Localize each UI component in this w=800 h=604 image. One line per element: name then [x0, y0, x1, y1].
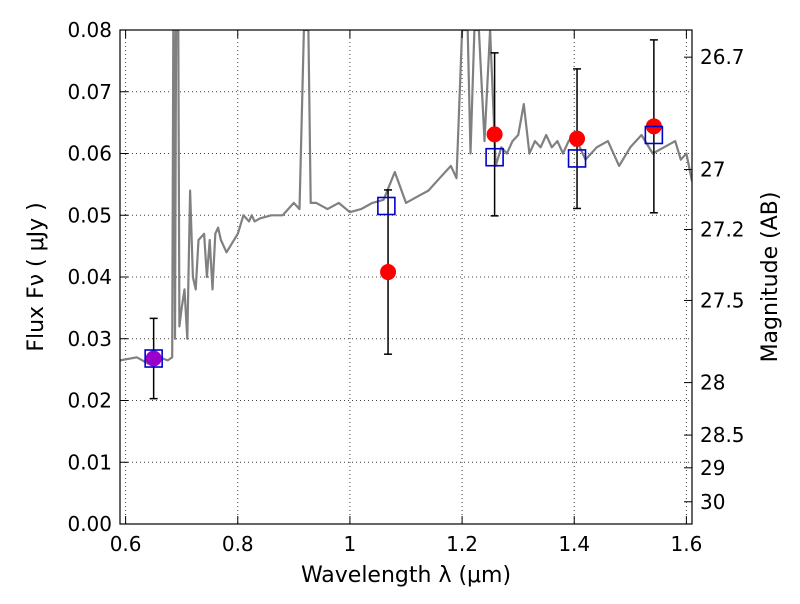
- model-photometry-point: [144, 349, 163, 368]
- y-tick-label: 0.01: [67, 450, 112, 474]
- y-tick-label: 0.02: [67, 389, 112, 413]
- y-tick-label: 0.07: [67, 80, 112, 104]
- observed-point: [569, 130, 586, 147]
- model-photometry-point: [567, 149, 587, 168]
- ticks: 0.6 0.8 1 1.2 1.4 1.6 0.00 0.01 0.02 0.03 0.04 0.05…: [67, 18, 744, 556]
- x-axis-title: Wavelength λ (μm): [301, 563, 511, 588]
- right-tick-label: 30: [700, 490, 725, 514]
- x-tick-label: 1.2: [446, 532, 478, 556]
- y-tick-label: 0.06: [67, 142, 112, 166]
- right-axis-title: Magnitude (AB): [758, 192, 783, 363]
- model-photometry-point: [485, 147, 504, 167]
- model-photometry-point: [377, 196, 396, 216]
- x-tick-label: 1.6: [670, 532, 702, 556]
- model-spectrum-line: [120, 30, 692, 365]
- right-tick-label: 27: [700, 158, 725, 182]
- y-tick-label: 0.08: [67, 18, 112, 42]
- right-tick-label: 28: [700, 371, 725, 395]
- observed-point: [486, 126, 503, 143]
- axis-labels: Wavelength λ (μm) Flux Fν ( μJy ) Magnit…: [24, 192, 783, 588]
- model-photometry-point: [644, 125, 664, 145]
- right-tick-label: 28.5: [700, 423, 745, 447]
- right-tick-label: 26.7: [700, 45, 745, 69]
- plot-area: [120, 30, 692, 400]
- observed-point: [380, 264, 397, 281]
- x-tick-label: 0.8: [222, 532, 254, 556]
- right-tick-label: 27.2: [700, 217, 745, 241]
- y-axis-title: Flux Fν ( μJy ): [24, 202, 49, 351]
- right-tick-label: 27.5: [700, 288, 745, 312]
- x-tick-label: 1: [344, 532, 357, 556]
- y-tick-label: 0.04: [67, 265, 112, 289]
- x-tick-label: 0.6: [110, 532, 142, 556]
- y-tick-label: 0.00: [67, 512, 112, 536]
- x-tick-label: 1.4: [558, 532, 590, 556]
- y-tick-label: 0.03: [67, 327, 112, 351]
- right-tick-label: 29: [700, 456, 725, 480]
- y-tick-label: 0.05: [67, 203, 112, 227]
- observed-point: [145, 350, 162, 367]
